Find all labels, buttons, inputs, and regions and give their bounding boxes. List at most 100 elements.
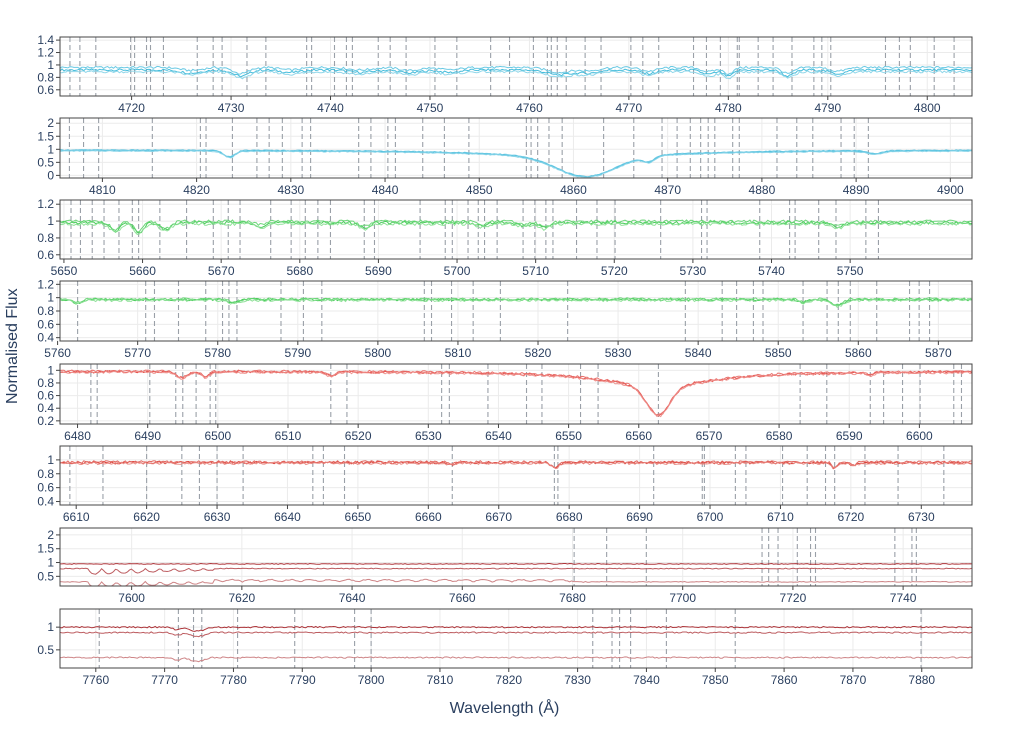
x-tick-label: 7840 [633, 673, 660, 687]
x-tick-label: 5840 [685, 346, 712, 360]
x-tick-label: 5800 [365, 346, 392, 360]
x-tick-label: 7680 [559, 591, 586, 605]
spectrum-series-3 [59, 221, 973, 236]
y-tick-label: 1.4 [37, 33, 54, 47]
x-tick-label: 5720 [601, 264, 628, 278]
panel-frame [59, 36, 973, 97]
y-tick-label: 0.2 [37, 414, 54, 428]
x-tick-label: 5770 [124, 346, 151, 360]
x-tick-label: 5830 [605, 346, 632, 360]
x-tick-label: 6580 [766, 429, 793, 443]
x-tick-label: 7660 [449, 591, 476, 605]
x-tick-label: 6610 [63, 510, 90, 524]
spectrum-series-2 [59, 460, 973, 469]
x-tick-label: 4720 [118, 101, 145, 115]
x-tick-label: 7810 [427, 673, 454, 687]
spectrum-panel-3: 5650 5660 5670 5680 5690 5700 5710 5720 5730 5740… [37, 197, 973, 278]
x-tick-label: 5780 [204, 346, 231, 360]
y-tick-label: 1 [47, 556, 54, 570]
x-tick-label: 5700 [444, 264, 471, 278]
x-tick-label: 4860 [560, 183, 587, 197]
x-tick-label: 4790 [814, 101, 841, 115]
x-tick-label: 5760 [44, 346, 71, 360]
x-tick-label: 7720 [780, 591, 807, 605]
y-tick-label: 1 [47, 363, 54, 377]
x-tick-label: 6510 [275, 429, 302, 443]
spectrum-series-3 [59, 370, 973, 418]
x-tick-label: 6730 [908, 510, 935, 524]
x-tick-label: 7620 [228, 591, 255, 605]
panel-frame [59, 445, 973, 506]
y-tick-label: 0 [47, 168, 54, 182]
x-tick-label: 4850 [466, 183, 493, 197]
x-tick-label: 6600 [906, 429, 933, 443]
y-tick-label: 0.4 [37, 495, 54, 509]
spectrum-series-2 [59, 219, 973, 233]
spectrum-series-1 [59, 68, 973, 78]
y-tick-label: 0.5 [37, 155, 54, 169]
y-tick-label: 2 [47, 528, 54, 542]
spectrum-series-2 [59, 567, 973, 575]
spectrum-panel-7: 7600 7620 7640 7660 7680 7700 7720 7740 0.511.52 [37, 527, 973, 605]
x-tick-label: 6650 [345, 510, 372, 524]
x-tick-label: 4830 [277, 183, 304, 197]
y-tick-label: 0.8 [37, 70, 54, 84]
x-tick-label: 6560 [625, 429, 652, 443]
y-tick-label: 1 [47, 214, 54, 228]
y-tick-label: 1.5 [37, 542, 54, 556]
y-tick-label: 0.5 [37, 643, 54, 657]
x-tick-label: 4880 [749, 183, 776, 197]
y-tick-label: 0.8 [37, 376, 54, 390]
spectrum-series-1 [60, 562, 973, 565]
y-tick-label: 1 [47, 453, 54, 467]
x-tick-label: 7860 [771, 673, 798, 687]
spectrum-panel-6: 6610 6620 6630 6640 6650 6660 6670 6680 6690 6700… [37, 445, 973, 524]
spectrum-series-3 [59, 70, 973, 80]
y-axis-title: Normalised Flux [4, 288, 21, 404]
spectrum-series-1 [59, 625, 973, 632]
x-tick-label: 6670 [485, 510, 512, 524]
y-tick-label: 0.4 [37, 331, 54, 345]
spectrum-panel-4: 5760 5770 5780 5790 5800 5810 5820 5830 5840 5850… [37, 277, 973, 360]
x-tick-label: 4750 [417, 101, 444, 115]
x-axis-title: Wavelength (Å) [449, 700, 560, 717]
spectrum-panel-8: 7760 7770 7780 7790 7800 7810 7820 7830 7840 7850… [37, 608, 973, 687]
x-tick-label: 6480 [64, 429, 91, 443]
spectrum-series-3 [59, 461, 972, 470]
x-tick-label: 7640 [339, 591, 366, 605]
y-tick-label: 1.2 [37, 277, 54, 291]
x-tick-label: 5740 [758, 264, 785, 278]
y-tick-label: 0.6 [37, 317, 54, 331]
x-tick-label: 6500 [204, 429, 231, 443]
x-tick-label: 5870 [925, 346, 952, 360]
y-tick-label: 0.8 [37, 231, 54, 245]
spectrum-series-2 [59, 631, 973, 638]
x-tick-label: 6620 [133, 510, 160, 524]
panel-frame [59, 199, 973, 260]
x-tick-label: 6690 [626, 510, 653, 524]
x-tick-label: 6520 [345, 429, 372, 443]
spectrum-series-1 [59, 370, 973, 417]
spectrum-series-2 [59, 369, 973, 416]
panel-frame [59, 117, 973, 179]
x-tick-label: 7820 [495, 673, 522, 687]
y-tick-label: 0.4 [37, 401, 54, 415]
x-tick-label: 7870 [840, 673, 867, 687]
x-tick-label: 7780 [220, 673, 247, 687]
spectrum-series-3 [60, 150, 972, 178]
x-tick-label: 5660 [129, 264, 156, 278]
y-tick-label: 1 [47, 291, 54, 305]
x-tick-label: 5750 [837, 264, 864, 278]
x-tick-label: 6550 [555, 429, 582, 443]
spectrum-series-3 [59, 298, 972, 309]
x-tick-label: 6720 [838, 510, 865, 524]
x-tick-label: 5680 [286, 264, 313, 278]
spectrum-series-2 [59, 297, 973, 306]
x-tick-label: 6570 [696, 429, 723, 443]
x-tick-label: 5650 [51, 264, 78, 278]
y-tick-label: 1 [47, 620, 54, 634]
x-tick-label: 4840 [372, 183, 399, 197]
x-tick-label: 5810 [445, 346, 472, 360]
y-tick-label: 0.6 [37, 83, 54, 97]
